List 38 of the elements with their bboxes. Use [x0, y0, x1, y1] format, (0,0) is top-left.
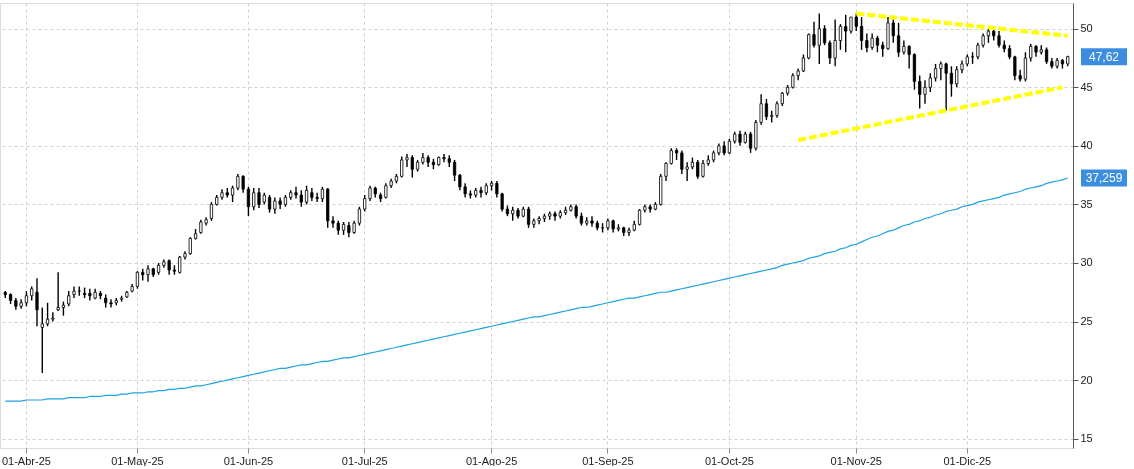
candlestick [357, 206, 362, 227]
y-tick-label: 20 [1080, 373, 1093, 386]
candlestick [56, 271, 60, 312]
x-tick-label: 01-Ago-25 [465, 454, 518, 467]
x-tick-label: 01-Oct-25 [704, 454, 754, 467]
y-tick-label: 35 [1080, 197, 1093, 210]
text: 47,62 [1088, 49, 1120, 64]
candlestick [822, 24, 827, 46]
x-tick-label: 01-Dic-25 [943, 454, 992, 467]
y-tick-label: 40 [1080, 139, 1093, 152]
candlestick [304, 184, 309, 206]
candlestick [51, 311, 55, 323]
candlestick [40, 306, 44, 374]
y-tick-label: 30 [1080, 256, 1093, 269]
x-tick-label: 01-May-25 [111, 454, 164, 467]
candlestick [859, 16, 864, 51]
x-tick-label: 01-Nov-25 [830, 454, 882, 467]
y-tick-label: 25 [1080, 315, 1093, 328]
candlestick [246, 186, 251, 217]
y-tick-label: 50 [1080, 22, 1093, 35]
candlestick [45, 302, 50, 327]
x-tick-label: 01-Sep-25 [582, 454, 634, 467]
text: 37,259 [1085, 170, 1123, 185]
candlestick [838, 23, 843, 51]
candlestick [896, 22, 901, 58]
candlestick [949, 65, 954, 98]
candlestick [764, 98, 769, 121]
candlestick [1023, 51, 1028, 83]
y-tick-label: 15 [1080, 432, 1093, 445]
candlestick [452, 159, 457, 182]
line-series [4, 177, 1069, 402]
candlestick [748, 131, 753, 154]
x-tick-label: 01-Jul-25 [341, 454, 388, 467]
candlestick [526, 206, 531, 229]
candlestick [209, 201, 214, 222]
x-tick-label: 01-Abr-25 [1, 454, 51, 467]
x-tick-label: 01-Jun-25 [223, 454, 274, 467]
y-tick-label: 45 [1080, 80, 1093, 93]
